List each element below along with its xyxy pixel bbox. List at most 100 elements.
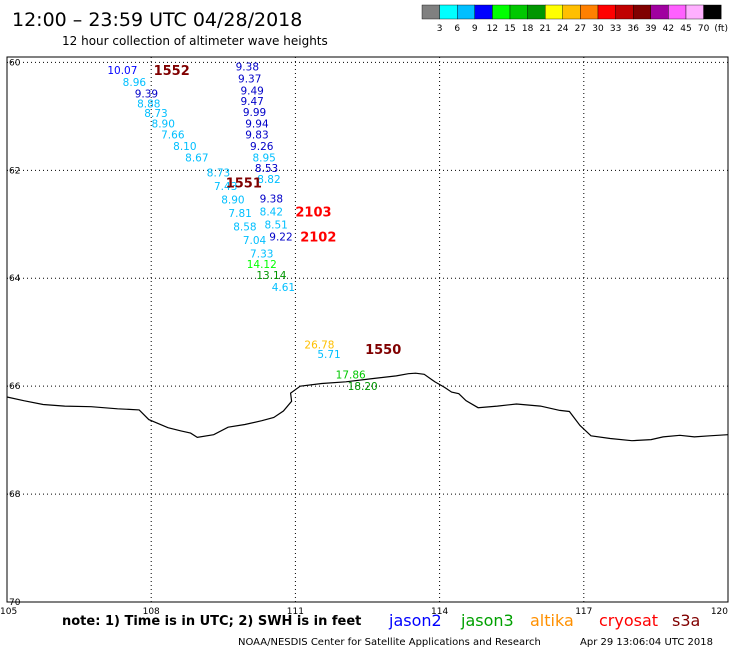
wave-height-value: 8.58 [233,221,256,233]
graticule [7,57,728,602]
wave-height-value: 7.43 [214,181,237,193]
legend-label: 24 [557,24,569,34]
legend-swatch [457,4,476,20]
latitude-label: 60 [9,58,21,68]
track-id-labels: 1552 1551 2103 2102 1550 [154,64,402,358]
map-title: 12:00 – 23:59 UTC 04/28/2018 [12,9,302,31]
latitude-tick-labels: 60 62 64 66 68 70 [9,58,21,608]
wave-height-value: 9.22 [269,232,292,244]
wave-height-value: 26.78 [304,340,334,352]
legend-swatch [421,4,440,20]
legend-label: 18 [522,24,534,34]
legend-swatch [668,4,687,20]
wave-height-value: 8.73 [144,108,167,120]
mission-jason3: jason3 [460,611,514,630]
generation-timestamp: Apr 29 13:06:04 UTC 2018 [580,637,713,648]
legend-label: 33 [610,24,621,34]
legend-label: 12 [487,24,498,34]
legend-swatch [474,4,493,20]
legend-swatch [650,4,669,20]
track-id: 1550 [365,343,401,358]
legend-swatch [509,4,528,20]
longitude-label: 108 [143,607,160,617]
track-id: 1551 [226,177,262,192]
wave-height-value: 8.42 [260,206,283,218]
longitude-label: 120 [711,607,728,617]
wave-height-value: 13.14 [256,270,286,282]
wave-height-value: 8.73 [207,167,230,179]
wave-height-value: 8.53 [255,163,278,175]
wave-height-value: 18.20 [348,381,378,393]
track-id: 2103 [295,205,331,220]
wave-height-value: 8.10 [173,141,196,153]
wave-height-value: 9.39 [135,89,158,101]
latitude-label: 68 [9,490,21,500]
wave-height-value: 8.88 [137,98,160,110]
wave-height-observations: 10.078.969.398.888.738.907.668.108.678.7… [107,62,377,393]
legend-label: 6 [454,24,460,34]
legend-label: 39 [645,24,657,34]
mission-legend: jason2 jason3 altika cryosat s3a [388,611,700,630]
legend-swatch [580,4,599,20]
mission-cryosat: cryosat [599,611,658,630]
wave-height-value: 8.95 [252,152,275,164]
legend-swatch [545,4,564,20]
wave-height-value: 9.83 [245,130,268,142]
map-frame [6,56,729,603]
wave-height-value: 17.86 [336,369,366,381]
legend-label: 30 [592,24,604,34]
wave-height-value: 9.38 [236,62,259,74]
wave-height-value: 5.71 [317,349,340,361]
wave-height-value: 9.26 [250,141,274,153]
wave-height-value: 8.96 [123,77,147,89]
legend-label: (ft) [714,24,728,34]
latitude-label: 66 [9,382,21,392]
legend-label: 36 [627,24,639,34]
legend-label: 70 [698,24,710,34]
latitude-label: 70 [9,598,21,608]
legend-swatch [685,4,704,20]
wave-height-value: 9.99 [243,107,266,119]
legend-swatch [492,4,511,20]
track-id: 2102 [300,231,336,246]
wave-height-value: 8.67 [185,152,208,164]
legend-label: 21 [539,24,550,34]
legend-swatch [439,4,458,20]
legend-label: 15 [504,24,515,34]
latitude-label: 64 [9,274,21,284]
legend-swatch [633,4,652,20]
legend-label: 9 [472,24,478,34]
legend-label: 45 [680,24,691,34]
track-id: 1552 [154,64,190,79]
legend-swatch [703,4,722,20]
mission-s3a: s3a [672,611,700,630]
legend-label: 42 [663,24,674,34]
wave-height-color-legend: 3 6 9 12 15 18 21 24 27 30 33 36 39 42 45 70 (ft) [421,4,728,34]
wave-height-value: 8.90 [152,118,175,130]
wave-height-value: 9.94 [245,118,269,130]
longitude-label: 111 [287,607,304,617]
wave-height-value: 7.04 [243,235,267,247]
map-subtitle: 12 hour collection of altimeter wave hei… [62,34,328,48]
wave-height-value: 7.81 [228,208,251,220]
wave-height-value: 8.82 [257,174,280,186]
legend-swatch [562,4,581,20]
longitude-label: 114 [431,607,448,617]
mission-altika: altika [530,611,574,630]
wave-height-value: 8.51 [264,219,287,231]
legend-label: 3 [437,24,443,34]
footer-note: note: 1) Time is in UTC; 2) SWH is in fe… [62,614,361,629]
legend-swatch [527,4,546,20]
latitude-label: 62 [9,166,20,176]
wave-height-value: 10.07 [107,65,137,77]
mission-jason2: jason2 [388,611,442,630]
wave-height-value: 4.61 [272,282,295,294]
wave-height-value: 9.37 [238,74,261,86]
wave-height-value: 14.12 [247,259,277,271]
wave-height-value: 9.49 [240,85,263,97]
longitude-label: 105 [0,607,17,617]
wave-height-value: 7.66 [161,130,185,142]
longitude-tick-labels: 105 108 111 114 117 120 [0,607,728,617]
wave-height-value: 7.33 [250,248,273,260]
